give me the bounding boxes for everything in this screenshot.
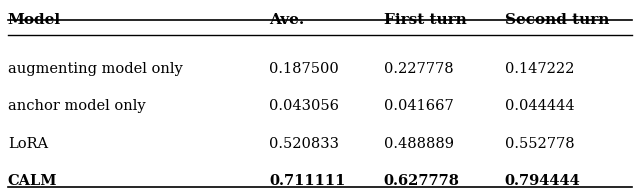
- Text: First turn: First turn: [383, 13, 467, 27]
- Text: 0.488889: 0.488889: [383, 137, 454, 151]
- Text: 0.227778: 0.227778: [383, 62, 453, 76]
- Text: augmenting model only: augmenting model only: [8, 62, 182, 76]
- Text: 0.044444: 0.044444: [504, 99, 574, 113]
- Text: CALM: CALM: [8, 174, 57, 188]
- Text: 0.711111: 0.711111: [269, 174, 346, 188]
- Text: 0.627778: 0.627778: [383, 174, 460, 188]
- Text: 0.520833: 0.520833: [269, 137, 339, 151]
- Text: 0.187500: 0.187500: [269, 62, 339, 76]
- Text: 0.552778: 0.552778: [504, 137, 574, 151]
- Text: Ave.: Ave.: [269, 13, 304, 27]
- Text: 0.043056: 0.043056: [269, 99, 339, 113]
- Text: 0.041667: 0.041667: [383, 99, 453, 113]
- Text: anchor model only: anchor model only: [8, 99, 145, 113]
- Text: 0.147222: 0.147222: [504, 62, 574, 76]
- Text: Model: Model: [8, 13, 61, 27]
- Text: Second turn: Second turn: [504, 13, 609, 27]
- Text: 0.794444: 0.794444: [504, 174, 580, 188]
- Text: LoRA: LoRA: [8, 137, 48, 151]
